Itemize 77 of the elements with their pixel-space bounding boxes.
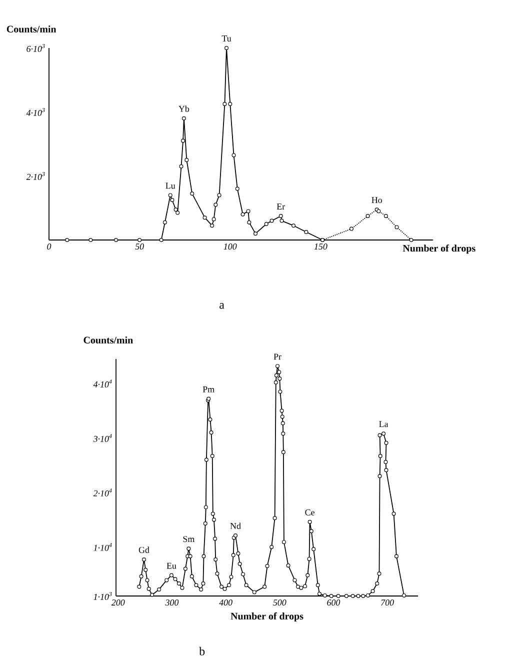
annotation: La xyxy=(379,421,388,428)
point xyxy=(114,238,118,242)
point xyxy=(246,209,250,214)
point xyxy=(222,102,227,106)
annotation: Tu xyxy=(222,36,232,42)
annotation: Nd xyxy=(230,522,241,530)
point xyxy=(181,138,186,143)
y-axis-title: Counts/min xyxy=(84,336,133,344)
x-tick-label: 200 xyxy=(111,600,125,606)
point xyxy=(270,218,274,223)
x-tick-label: 0 xyxy=(47,244,52,250)
point xyxy=(168,193,172,198)
point xyxy=(88,238,93,242)
x-axis-title: Number of drops xyxy=(230,612,304,622)
point xyxy=(184,158,189,162)
annotation: Pm xyxy=(202,386,214,392)
x-tick-label: 50 xyxy=(135,244,144,250)
point xyxy=(228,102,232,106)
annotation: Lu xyxy=(166,182,176,189)
point xyxy=(280,218,284,223)
point xyxy=(235,186,240,191)
point xyxy=(240,212,245,216)
point xyxy=(409,238,414,242)
point xyxy=(214,202,218,207)
annotation: Sm xyxy=(183,536,195,542)
point xyxy=(212,217,216,222)
x-axis-title: Number of drops xyxy=(402,244,476,254)
point xyxy=(278,214,283,218)
point xyxy=(174,208,178,212)
point xyxy=(202,216,207,220)
point xyxy=(247,220,252,224)
point xyxy=(182,116,186,120)
text: a xyxy=(220,303,224,309)
y-tick-label: 2·10$^{4}$ xyxy=(93,488,112,496)
text: b xyxy=(199,646,205,656)
point xyxy=(217,193,222,198)
y-tick-label: 3·10$^{4}$ xyxy=(93,434,112,442)
x-tick-label: 500 xyxy=(273,600,286,606)
y-tick-label: 6·10$^{3}$ xyxy=(26,44,45,52)
annotation: Er xyxy=(276,204,286,210)
point xyxy=(179,164,184,168)
point xyxy=(190,192,194,196)
point xyxy=(176,210,180,215)
annotation: Ho xyxy=(372,197,382,204)
point xyxy=(138,238,142,242)
annotation: Yb xyxy=(178,106,190,112)
point xyxy=(170,198,174,202)
annotation: Eu xyxy=(166,562,176,569)
y-tick-label: 1·10$^{4}$ xyxy=(94,543,112,551)
point xyxy=(159,238,164,242)
point xyxy=(350,226,354,231)
y-tick-label: 4·10$^{3}$ xyxy=(26,108,45,116)
point xyxy=(304,230,308,234)
x-tick-label: 150 xyxy=(314,244,328,250)
y-tick-label: 1·10$^{3}$ xyxy=(94,592,112,600)
point xyxy=(65,238,70,242)
point xyxy=(292,224,296,228)
point xyxy=(162,220,167,224)
point xyxy=(394,225,399,230)
point xyxy=(264,222,268,226)
point xyxy=(224,46,229,50)
point xyxy=(210,224,214,228)
annotation: Ce xyxy=(305,509,314,516)
annotation: Pr xyxy=(274,354,282,360)
point xyxy=(366,214,370,218)
y-axis-title: Counts/min xyxy=(6,25,56,33)
point xyxy=(254,232,258,236)
x-tick-label: 700 xyxy=(381,600,394,606)
y-tick-label: 4·10$^{4}$ xyxy=(93,380,112,388)
annotation: Gd xyxy=(138,546,150,553)
x-tick-label: 600 xyxy=(327,600,340,606)
x-tick-label: 400 xyxy=(219,600,232,606)
point xyxy=(384,214,388,218)
point xyxy=(232,153,236,158)
x-tick-label: 100 xyxy=(224,244,237,250)
y-tick-label: 2·10$^{3}$ xyxy=(26,172,45,180)
x-tick-label: 300 xyxy=(165,600,179,606)
